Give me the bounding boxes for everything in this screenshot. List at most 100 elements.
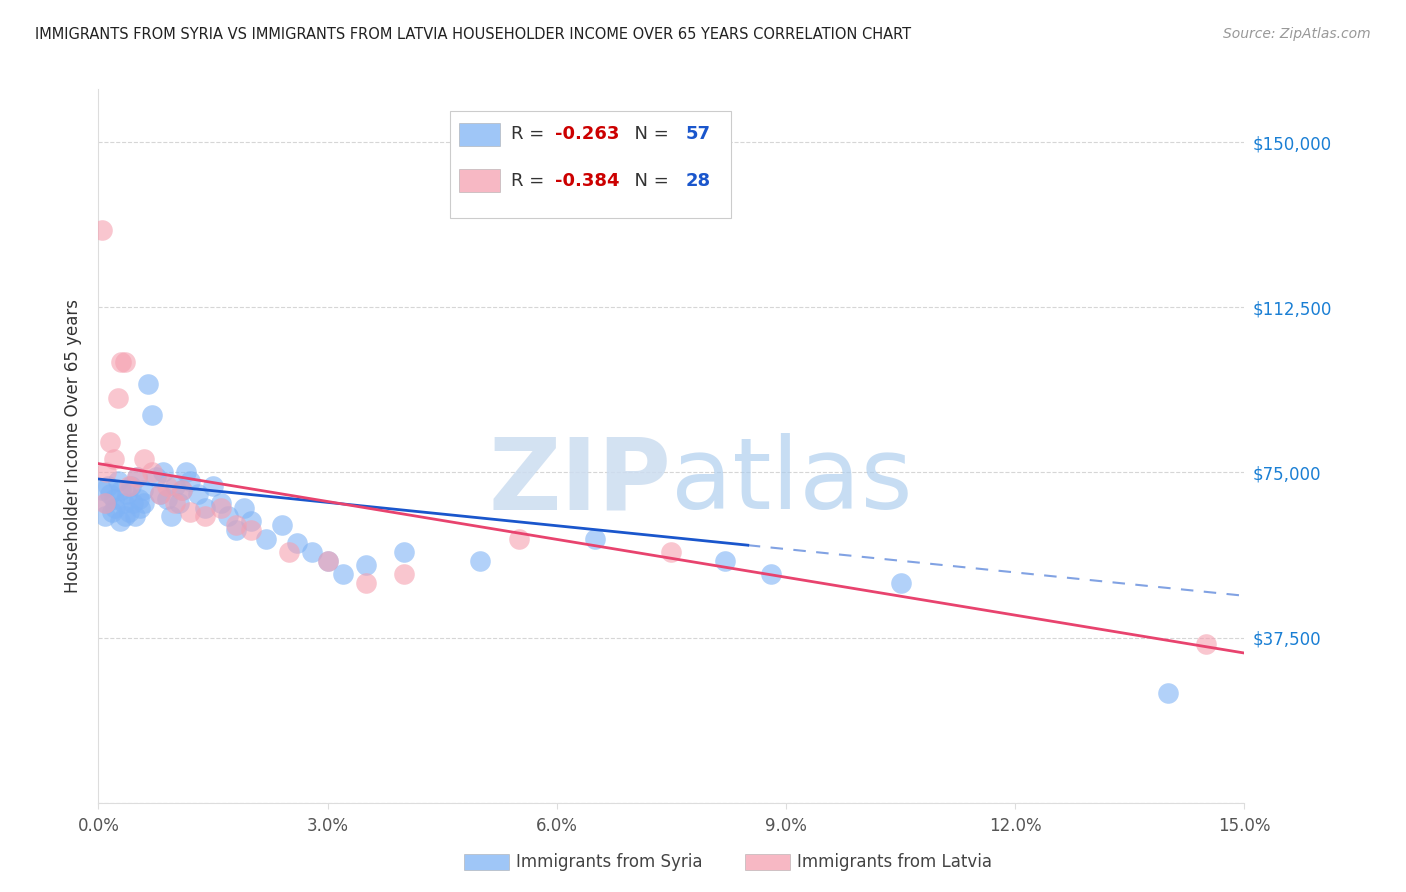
Point (93, 509, 115, 524)
Point (107, 475, 129, 489)
Point (94, 496, 117, 510)
Point (125, 470, 148, 484)
Point (110, 483, 132, 497)
Point (187, 487, 209, 501)
Point (118, 505, 141, 519)
Point (202, 478, 225, 492)
Point (120, 478, 142, 492)
Point (103, 491, 125, 506)
Text: ZIP: ZIP (488, 434, 672, 530)
Point (470, 553, 492, 567)
Point (194, 509, 217, 524)
Point (141, 466, 163, 480)
Point (316, 553, 339, 567)
Point (1195, 637, 1218, 651)
Point (101, 505, 124, 519)
Point (256, 532, 278, 546)
Point (1157, 686, 1180, 700)
Point (132, 483, 155, 497)
Point (141, 408, 163, 422)
Y-axis label: Householder Income Over 65 years: Householder Income Over 65 years (65, 299, 83, 593)
Point (97, 478, 120, 492)
Text: Source: ZipAtlas.com: Source: ZipAtlas.com (1223, 27, 1371, 41)
Point (148, 487, 170, 501)
Point (278, 545, 301, 559)
Point (103, 452, 125, 467)
Point (714, 553, 737, 567)
Point (209, 496, 232, 510)
Point (209, 500, 232, 515)
Point (94, 466, 117, 480)
Point (134, 496, 156, 510)
Point (98, 487, 121, 501)
Point (163, 496, 186, 510)
Point (107, 391, 129, 405)
Point (124, 509, 146, 524)
Point (174, 466, 197, 480)
Text: -0.384: -0.384 (555, 171, 619, 189)
Point (145, 470, 167, 484)
Point (225, 518, 247, 533)
Text: Immigrants from Syria: Immigrants from Syria (516, 853, 703, 871)
Point (134, 452, 156, 467)
Point (179, 475, 201, 489)
Text: R =: R = (512, 125, 550, 143)
FancyBboxPatch shape (460, 169, 499, 192)
Point (91, 223, 114, 237)
Point (167, 496, 190, 510)
Text: -0.263: -0.263 (555, 125, 619, 143)
Point (194, 500, 217, 515)
Point (225, 523, 247, 537)
Text: 57: 57 (685, 125, 710, 143)
Point (392, 545, 415, 559)
Point (583, 532, 606, 546)
Point (392, 566, 415, 581)
Point (301, 545, 323, 559)
Point (104, 500, 127, 515)
Point (240, 514, 263, 528)
Text: R =: R = (512, 171, 550, 189)
Point (156, 478, 179, 492)
Point (354, 575, 377, 590)
Point (172, 483, 194, 497)
Point (121, 496, 143, 510)
Point (354, 558, 377, 572)
Point (240, 523, 263, 537)
Point (270, 518, 292, 533)
Point (110, 355, 132, 369)
Text: N =: N = (623, 171, 675, 189)
Point (285, 536, 308, 550)
Point (118, 478, 141, 492)
FancyBboxPatch shape (450, 111, 731, 218)
Text: 28: 28 (685, 171, 710, 189)
Point (160, 509, 183, 524)
Point (128, 491, 150, 506)
Text: IMMIGRANTS FROM SYRIA VS IMMIGRANTS FROM LATVIA HOUSEHOLDER INCOME OVER 65 YEARS: IMMIGRANTS FROM SYRIA VS IMMIGRANTS FROM… (35, 27, 911, 42)
Point (148, 487, 170, 501)
Point (91, 483, 114, 497)
Point (156, 491, 179, 506)
Point (117, 487, 139, 501)
Point (661, 545, 683, 559)
Point (163, 478, 186, 492)
Point (108, 514, 131, 528)
Point (889, 575, 911, 590)
Point (114, 509, 136, 524)
Point (179, 505, 201, 519)
Point (112, 496, 135, 510)
Point (316, 553, 339, 567)
Point (98, 434, 121, 449)
Point (332, 566, 354, 581)
Point (136, 377, 159, 392)
Point (759, 566, 782, 581)
Point (93, 496, 115, 510)
Point (508, 532, 530, 546)
Point (152, 466, 174, 480)
Text: Immigrants from Latvia: Immigrants from Latvia (797, 853, 993, 871)
FancyBboxPatch shape (460, 123, 499, 145)
Point (232, 500, 254, 515)
Point (125, 470, 148, 484)
Text: atlas: atlas (672, 434, 912, 530)
Point (114, 355, 136, 369)
Point (129, 500, 152, 515)
